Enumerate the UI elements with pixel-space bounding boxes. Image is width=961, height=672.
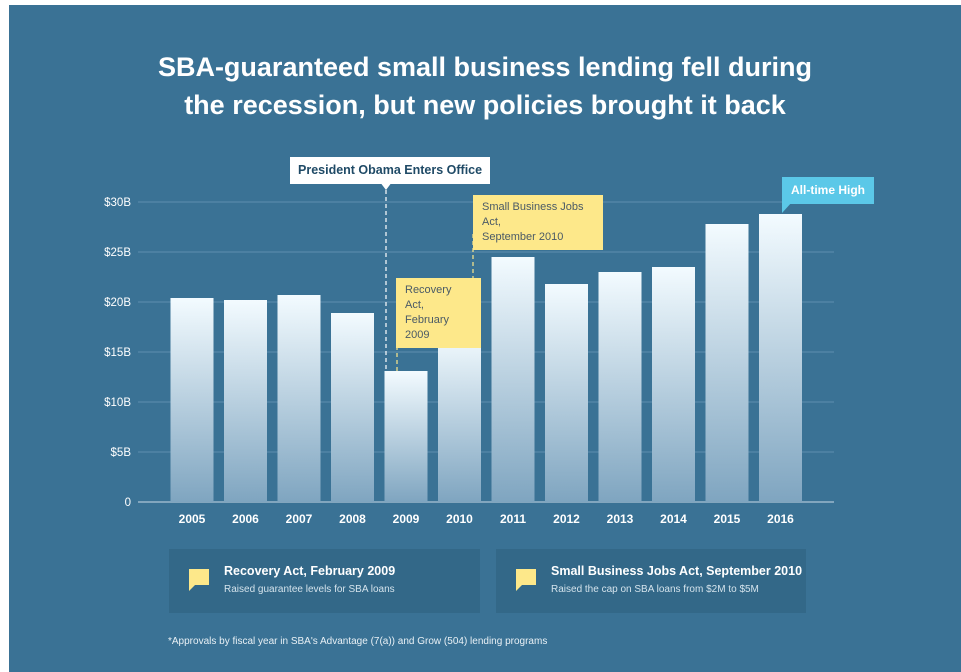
bar-2012 <box>545 284 588 502</box>
legend-recovery-desc: Raised guarantee levels for SBA loans <box>224 584 395 595</box>
bar-2016 <box>759 214 802 502</box>
callout-recovery-act: Recovery Act, February 2009 <box>396 278 481 348</box>
x-tick-label: 2016 <box>767 512 794 526</box>
x-tick-label: 2008 <box>339 512 366 526</box>
high-pointer <box>782 202 792 213</box>
x-axis-labels: 2005 2006 2007 2008 2009 2010 2011 2012 2013 2014… <box>179 512 795 526</box>
bar-2013 <box>598 272 642 502</box>
footnote: *Approvals by fiscal year in SBA's Advan… <box>168 636 548 647</box>
callout-jobs-line2: September 2010 <box>482 231 564 243</box>
chart-title: SBA-guaranteed small business lending fe… <box>9 48 961 124</box>
y-tick-label: $30B <box>104 197 131 209</box>
x-tick-label: 2013 <box>607 512 634 526</box>
x-tick-label: 2011 <box>500 512 526 526</box>
y-tick-label: $20B <box>104 297 131 309</box>
callout-recovery-line1: Recovery Act, <box>405 284 452 311</box>
callout-jobs-act: Small Business Jobs Act, September 2010 <box>473 195 603 250</box>
title-line-2: the recession, but new policies brought … <box>184 90 786 120</box>
bar-2005 <box>170 298 214 502</box>
bar-2010 <box>438 334 481 502</box>
legend-recovery-act: Recovery Act, February 2009 Raised guara… <box>169 549 480 613</box>
legend-jobs-act: Small Business Jobs Act, September 2010 … <box>496 549 806 613</box>
callout-obama-text: President Obama Enters Office <box>298 163 483 177</box>
title-line-1: SBA-guaranteed small business lending fe… <box>157 52 813 82</box>
legend-jobs-desc: Raised the cap on SBA loans from $2M to … <box>551 584 759 595</box>
flag-icon <box>516 569 536 591</box>
x-tick-label: 2007 <box>286 512 313 526</box>
y-tick-label: 0 <box>125 497 131 509</box>
y-axis-labels: 0 $5B $10B $15B $20B $25B $30B <box>104 197 131 509</box>
callout-obama: President Obama Enters Office <box>290 157 491 184</box>
x-tick-label: 2005 <box>179 512 206 526</box>
obama-pointer <box>380 182 392 190</box>
legend-recovery-title: Recovery Act, February 2009 <box>224 564 396 578</box>
x-tick-label: 2006 <box>232 512 259 526</box>
callout-recovery-line2: February 2009 <box>405 314 450 341</box>
callout-jobs-line1: Small Business Jobs Act, <box>482 201 584 228</box>
bar-2011 <box>491 257 535 502</box>
x-tick-label: 2010 <box>446 512 473 526</box>
bar-2007 <box>277 295 321 502</box>
y-tick-label: $25B <box>104 247 131 259</box>
bars <box>170 214 802 502</box>
x-tick-label: 2014 <box>660 512 687 526</box>
y-tick-label: $10B <box>104 397 131 409</box>
bar-2006 <box>224 300 267 502</box>
bar-2009 <box>384 371 428 502</box>
legend-jobs-title: Small Business Jobs Act, September 2010 <box>551 564 803 578</box>
x-tick-label: 2009 <box>393 512 420 526</box>
bar-2014 <box>652 267 695 502</box>
y-tick-label: $15B <box>104 347 131 359</box>
flag-icon <box>189 569 209 591</box>
y-tick-label: $5B <box>111 447 132 459</box>
callout-all-time-high: All-time High <box>782 177 874 204</box>
bar-2015 <box>705 224 749 502</box>
x-tick-label: 2015 <box>714 512 741 526</box>
x-tick-label: 2012 <box>553 512 580 526</box>
bar-2008 <box>331 313 374 502</box>
callout-high-text: All-time High <box>791 183 865 197</box>
